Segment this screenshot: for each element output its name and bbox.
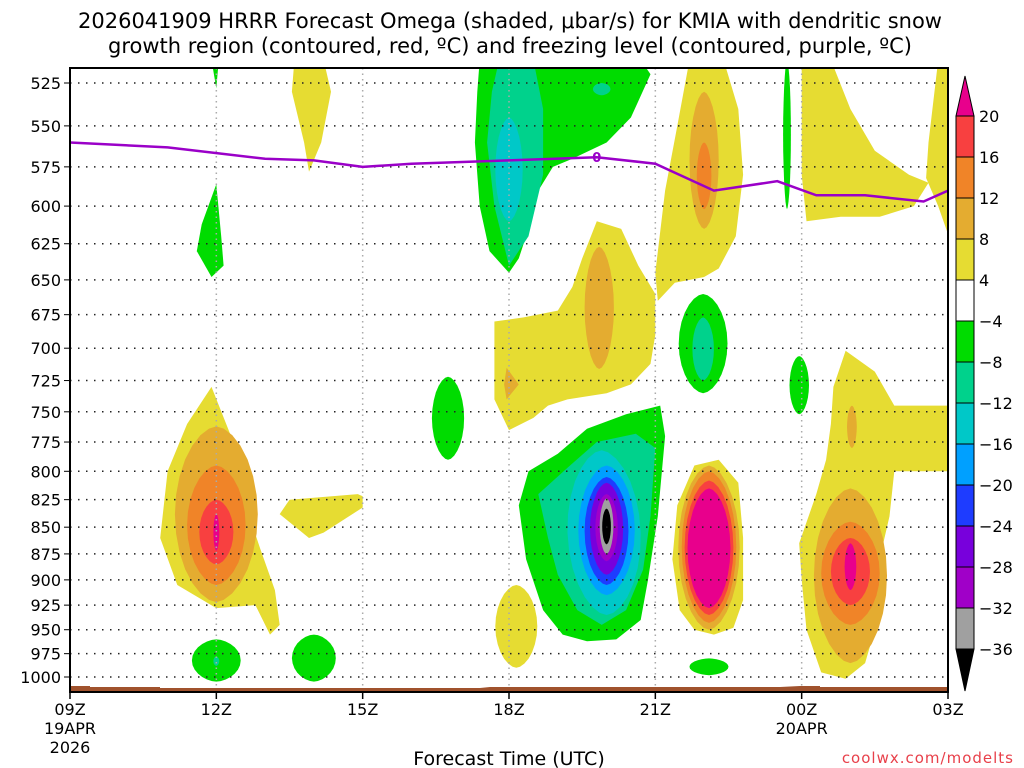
x-tick-label: 09Z xyxy=(54,700,85,719)
colorbar-bin xyxy=(955,238,975,281)
shade-teal-12z-975 xyxy=(213,656,220,666)
shade-magenta-22z-core xyxy=(687,488,731,609)
colorbar-bin xyxy=(955,279,975,322)
colorbar-bin xyxy=(955,566,975,609)
y-tick-label: 625 xyxy=(30,235,61,254)
colorbar-tick-label: −24 xyxy=(979,517,1013,536)
colorbar-tick-label: 20 xyxy=(979,107,999,126)
shade-green-00z xyxy=(789,356,809,415)
shade-teal-22z-mid xyxy=(692,317,714,381)
shade-green-17z xyxy=(431,376,465,460)
y-tick-label: 700 xyxy=(30,339,61,358)
colorbar-tick-label: 8 xyxy=(979,230,989,249)
y-tick-label: 950 xyxy=(30,621,61,640)
colorbar-extend-bottom xyxy=(955,648,975,692)
chart-title-line-1: 2026041909 HRRR Forecast Omega (shaded, … xyxy=(78,9,942,33)
y-tick-label: 775 xyxy=(30,433,61,452)
x-tick-label: 2026 xyxy=(50,738,91,757)
shade-yellow-13z-top xyxy=(291,68,331,172)
x-tick-label: 21Z xyxy=(640,700,671,719)
y-tick-label: 800 xyxy=(30,462,61,481)
shade-green-14z-975 xyxy=(291,634,336,682)
colorbar-tick-label: 4 xyxy=(979,271,989,290)
colorbar-bin xyxy=(955,443,975,486)
colorbar-bin xyxy=(955,361,975,404)
colorbar-bin xyxy=(955,607,975,650)
y-tick-label: 1000 xyxy=(20,668,61,687)
freezing-level-contour: 0 xyxy=(70,141,948,203)
y-tick-label: 975 xyxy=(30,645,61,664)
colorbar-tick-label: −12 xyxy=(979,394,1013,413)
shade-green-12z-625 xyxy=(196,184,224,277)
credit-text: coolwx.com/modelts xyxy=(842,749,1014,767)
y-tick-label: 725 xyxy=(30,372,61,391)
freezing-level-line xyxy=(70,141,948,203)
colorbar-bin xyxy=(955,320,975,363)
colorbar: 20 16 12 8 4 −4 −8 −12 −16 −20 −24 −28 −32 −36 xyxy=(955,75,1013,692)
y-tick-label: 600 xyxy=(30,197,61,216)
freezing-level-label: 0 xyxy=(592,151,601,166)
y-tick-label: 825 xyxy=(30,491,61,510)
y-tick-label: 850 xyxy=(30,518,61,537)
colorbar-bin xyxy=(955,115,975,158)
y-tick-label: 925 xyxy=(30,596,61,615)
colorbar-bin xyxy=(955,402,975,445)
y-tick-label: 650 xyxy=(30,271,61,290)
shade-gold-18z-725 xyxy=(504,367,519,400)
y-tick-label: 550 xyxy=(30,117,61,136)
colorbar-tick-label: −36 xyxy=(979,640,1013,659)
shade-teal-20z-top xyxy=(592,83,611,96)
omega-shading xyxy=(160,68,948,682)
shade-yellow-18z-low xyxy=(495,585,538,668)
colorbar-tick-label: −8 xyxy=(979,353,1003,372)
colorbar-tick-label: −16 xyxy=(979,435,1013,454)
x-tick-label: 15Z xyxy=(347,700,378,719)
y-tick-label: 750 xyxy=(30,403,61,422)
colorbar-tick-label: −32 xyxy=(979,599,1013,618)
y-tick-label: 525 xyxy=(30,74,61,93)
shade-magenta-01z xyxy=(844,543,857,591)
colorbar-extend-top xyxy=(955,75,975,117)
x-tick-label: 00Z xyxy=(786,700,817,719)
colorbar-bin xyxy=(955,156,975,199)
colorbar-tick-label: −4 xyxy=(979,312,1003,331)
colorbar-tick-label: −20 xyxy=(979,476,1013,495)
colorbar-bin xyxy=(955,525,975,568)
x-tick-label: 20APR xyxy=(776,719,828,738)
shade-green-12z-top xyxy=(212,68,219,89)
x-tick-label: 18Z xyxy=(493,700,524,719)
y-tick-label: 875 xyxy=(30,545,61,564)
shade-yellow-00z-upper xyxy=(801,68,929,222)
colorbar-tick-label: 16 xyxy=(979,148,999,167)
x-tick-label: 19APR xyxy=(44,719,96,738)
x-axis-label: Forecast Time (UTC) xyxy=(413,748,604,768)
shade-gold-20z xyxy=(584,246,614,369)
colorbar-bin xyxy=(955,484,975,527)
y-tick-label: 900 xyxy=(30,571,61,590)
shade-magenta-12z xyxy=(213,514,220,551)
shade-orange-22z-upper xyxy=(696,142,712,210)
x-tick-label: 03Z xyxy=(932,700,963,719)
x-tick-label: 12Z xyxy=(201,700,232,719)
ground-strip xyxy=(70,686,948,692)
ground-fill xyxy=(70,686,948,692)
y-tick-label: 675 xyxy=(30,306,61,325)
colorbar-bin xyxy=(955,197,975,240)
shade-green-23z xyxy=(783,68,791,210)
shade-green-22z-bottom xyxy=(689,658,729,676)
y-tick-label: 575 xyxy=(30,158,61,177)
colorbar-tick-label: 12 xyxy=(979,189,999,208)
shade-yellow-18-21z xyxy=(494,221,656,431)
chart-title-line-2: growth region (contoured, red, ºC) and f… xyxy=(108,34,912,58)
colorbar-tick-label: −28 xyxy=(979,558,1013,577)
y-axis: 525 550 575 600 625 650 675 700 725 750 775 800 825 8… xyxy=(20,74,70,687)
shade-cyan-18z-upper xyxy=(495,117,523,222)
shade-gold-01z-upper xyxy=(847,405,857,448)
shade-yellow-14z xyxy=(279,494,363,538)
